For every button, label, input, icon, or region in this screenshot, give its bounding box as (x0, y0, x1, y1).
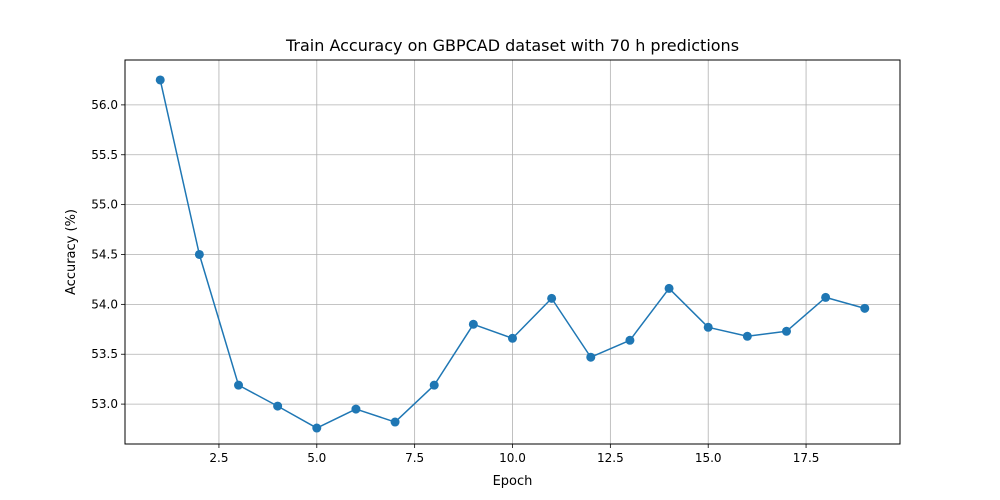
data-point (742, 331, 752, 341)
data-point (155, 75, 165, 85)
data-point (468, 319, 478, 329)
chart-title: Train Accuracy on GBPCAD dataset with 70… (285, 36, 739, 55)
y-tick-label: 53.5 (91, 347, 118, 361)
y-axis-title: Accuracy (%) (64, 209, 79, 295)
axis-ticks: 2.5 5.0 7.5 10.0 12.5 15.0 17.5 53.0 53.5 54.0 54.… (91, 98, 819, 465)
x-tick-label: 7.5 (405, 451, 424, 465)
data-point (586, 352, 596, 362)
grid (125, 60, 900, 444)
y-tick-label: 54.0 (91, 297, 118, 311)
data-point (703, 322, 713, 332)
y-tick-label: 56.0 (91, 98, 118, 112)
y-tick-label: 54.5 (91, 247, 118, 261)
data-point (781, 326, 791, 336)
x-tick-label: 2.5 (209, 451, 228, 465)
data-point (312, 423, 322, 433)
data-point (547, 293, 557, 303)
y-tick-label: 55.5 (91, 148, 118, 162)
y-tick-label: 55.0 (91, 198, 118, 212)
x-tick-label: 12.5 (597, 451, 624, 465)
data-point (821, 292, 831, 302)
x-axis-title: Epoch (493, 474, 533, 489)
y-tick-label: 53.0 (91, 397, 118, 411)
data-point (860, 303, 870, 313)
data-point (664, 283, 674, 293)
data-point (194, 249, 204, 259)
x-tick-label: 5.0 (307, 451, 326, 465)
series (155, 75, 870, 433)
data-point (390, 417, 400, 427)
x-tick-label: 17.5 (793, 451, 820, 465)
data-point (273, 401, 283, 411)
x-tick-label: 15.0 (695, 451, 722, 465)
x-tick-label: 10.0 (499, 451, 526, 465)
data-point (508, 333, 517, 343)
data-point (234, 380, 244, 390)
data-point (351, 404, 361, 414)
data-point (429, 380, 439, 390)
data-point (625, 335, 635, 345)
